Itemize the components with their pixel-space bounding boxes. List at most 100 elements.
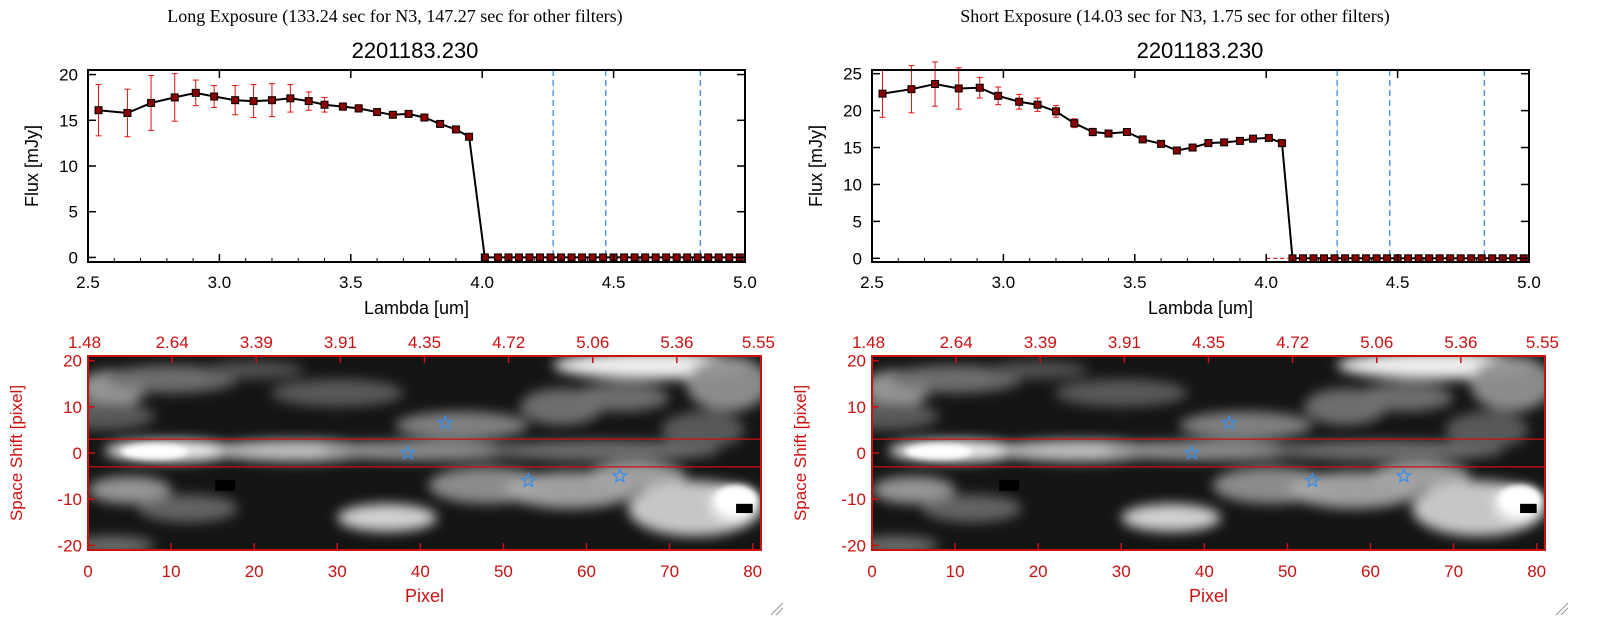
- data-point: [546, 253, 555, 262]
- x-tick-label: 40: [411, 562, 430, 581]
- dark-pixel: [999, 479, 1020, 491]
- emission-blob: [270, 379, 404, 407]
- y-tick-label: 10: [843, 175, 862, 194]
- y-axis-label: Space Shift [pixel]: [7, 385, 26, 521]
- data-point: [651, 253, 660, 262]
- x-axis-label: Lambda [um]: [364, 298, 469, 318]
- resize-grip-icon[interactable]: [1555, 602, 1569, 616]
- flux-series-line: [98, 91, 740, 259]
- top-tick-label: 4.35: [408, 333, 441, 352]
- y-tick-label: 20: [847, 352, 866, 371]
- data-point: [1425, 254, 1434, 263]
- data-point: [683, 253, 692, 262]
- emission-blob: [1179, 411, 1313, 440]
- y-tick-label: 15: [59, 111, 78, 130]
- star-marker-icon: [519, 471, 537, 488]
- emission-blob: [888, 365, 1022, 393]
- top-tick-label: 5.55: [742, 333, 775, 352]
- data-point: [123, 108, 132, 117]
- emission-blob: [104, 365, 238, 393]
- emission-blob: [1370, 462, 1471, 490]
- data-point: [1033, 100, 1042, 109]
- data-point: [1372, 254, 1381, 263]
- spectrum-plot-long: 2.5 3.0 3.5 4.0 4.5 5.0 0 5 10 15 20 Lambda [um] Flu…: [22, 66, 757, 318]
- data-point: [514, 253, 523, 262]
- star-marker-icon: [611, 467, 629, 484]
- data-point: [672, 253, 681, 262]
- data-point: [620, 253, 629, 262]
- data-point: [147, 98, 156, 107]
- top-tick-label: 2.64: [156, 333, 189, 352]
- data-point: [338, 102, 347, 111]
- data-point: [1298, 254, 1307, 263]
- data-point: [1277, 139, 1286, 148]
- x-tick-label: 2.5: [76, 273, 100, 292]
- x-tick-label: 50: [494, 562, 513, 581]
- data-point: [878, 89, 887, 98]
- data-point: [1172, 146, 1181, 155]
- top-tick-label: 3.91: [324, 333, 357, 352]
- x-tick-label: 3.0: [208, 273, 232, 292]
- top-tick-label: 5.55: [1526, 333, 1559, 352]
- y-tick-label: 5: [853, 212, 862, 231]
- source-core: [121, 444, 188, 460]
- x-tick-label: 3.0: [992, 273, 1016, 292]
- x-tick-label: 4.0: [1254, 273, 1278, 292]
- data-point: [630, 253, 639, 262]
- data-point: [1435, 254, 1444, 263]
- emission-blob: [88, 536, 155, 550]
- data-point: [907, 85, 916, 94]
- data-point: [480, 253, 489, 262]
- top-tick-label: 3.91: [1108, 333, 1141, 352]
- data-point: [493, 253, 502, 262]
- y-tick-label: -10: [57, 490, 82, 509]
- y-tick-label: 20: [63, 352, 82, 371]
- exposure-label-short: Short Exposure (14.03 sec for N3, 1.75 s…: [960, 6, 1389, 27]
- y-tick-label: -10: [841, 490, 866, 509]
- emission-blob: [88, 476, 172, 504]
- data-point: [536, 253, 545, 262]
- data-point: [931, 80, 940, 89]
- emission-blob: [320, 440, 521, 461]
- data-point: [420, 113, 429, 122]
- emission-blob: [1270, 440, 1504, 461]
- x-tick-label: 80: [1527, 562, 1546, 581]
- x-tick-label: 60: [1361, 562, 1380, 581]
- y-tick-label: 15: [843, 139, 862, 158]
- data-point: [1509, 254, 1518, 263]
- star-marker-icon: [436, 414, 454, 431]
- y-tick-label: -20: [841, 536, 866, 555]
- y-tick-label: 20: [59, 66, 78, 85]
- y-tick-label: 0: [857, 444, 866, 463]
- emission-blob: [988, 360, 1089, 380]
- star-marker-icon: [1395, 467, 1413, 484]
- data-point: [641, 253, 650, 262]
- data-point: [1220, 138, 1229, 147]
- emission-blob: [395, 411, 529, 440]
- emission-blob: [1445, 411, 1529, 449]
- data-point: [354, 104, 363, 113]
- resize-grip-icon[interactable]: [770, 602, 784, 616]
- data-point: [599, 253, 608, 262]
- emission-blob: [137, 494, 238, 523]
- data-point: [525, 253, 534, 262]
- top-tick-label: 2.64: [940, 333, 973, 352]
- flux-series-line: [882, 82, 1524, 260]
- x-tick-label: 5.0: [1517, 273, 1541, 292]
- emission-blob: [872, 476, 956, 504]
- data-point: [286, 94, 295, 103]
- data-point: [191, 88, 200, 97]
- data-point: [588, 253, 597, 262]
- x-tick-label: 20: [1029, 562, 1048, 581]
- emission-blob: [337, 503, 437, 532]
- data-point: [1351, 254, 1360, 263]
- x-axis-label: Pixel: [1189, 586, 1228, 606]
- top-tick-label: 5.06: [1360, 333, 1393, 352]
- source-core: [905, 444, 972, 460]
- star-marker-icon: [399, 444, 417, 461]
- x-tick-label: 0: [867, 562, 876, 581]
- data-point: [693, 253, 702, 262]
- data-point: [170, 93, 179, 102]
- y-tick-label: 0: [73, 444, 82, 463]
